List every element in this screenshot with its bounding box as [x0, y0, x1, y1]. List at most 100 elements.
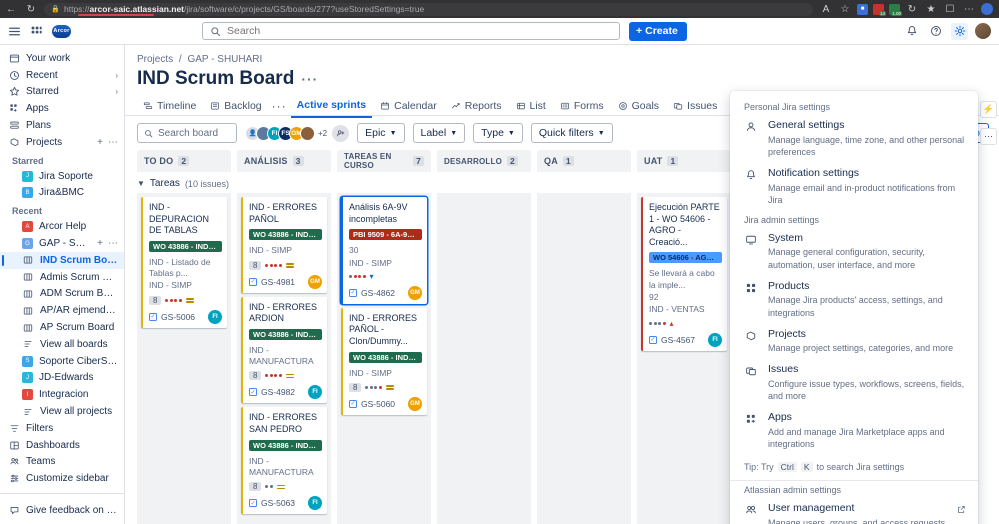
filter-epic-button[interactable]: Epic ▼	[357, 123, 405, 143]
menu-item-general-settings[interactable]: General settings Manage language, time z…	[730, 115, 978, 163]
browser-more-icon[interactable]: ⋯	[964, 3, 974, 15]
user-avatar[interactable]	[975, 23, 991, 39]
column-dropzone[interactable]	[437, 193, 531, 524]
sidebar-item-adm-scrum-board[interactable]: ADM Scrum Board	[0, 286, 124, 303]
issue-key[interactable]: GS-4567	[661, 334, 696, 345]
sidebar-item-your-work[interactable]: Your work	[0, 50, 124, 67]
tabs-overflow-icon[interactable]: ···	[271, 98, 287, 113]
column-dropzone[interactable]	[537, 193, 631, 524]
card-epic-tag[interactable]: WO 43886 - IND-GRW...	[349, 351, 422, 363]
tab-forms[interactable]: Forms	[554, 94, 610, 118]
issue-card[interactable]: IND - ERRORES SAN PEDRO WO 43886 - IND-G…	[241, 407, 327, 515]
issue-key[interactable]: GS-4982	[261, 387, 296, 398]
lightning-icon[interactable]: ⚡	[980, 101, 997, 118]
app-switcher-icon[interactable]	[30, 25, 43, 38]
sidebar-item-customize-sidebar[interactable]: Customize sidebar	[0, 470, 124, 487]
sidebar-item-admis-scrum-board[interactable]: Admis Scrum Board	[0, 269, 124, 286]
read-aloud-icon[interactable]: A	[822, 3, 830, 15]
tab-goals[interactable]: Goals	[612, 94, 665, 118]
menu-item-apps[interactable]: Apps Add and manage Jira Marketplace app…	[730, 407, 978, 455]
filter-type-button[interactable]: Type ▼	[473, 123, 523, 143]
issue-card[interactable]: Ejecución PARTE 1 - WO 54606 - AGRO - Cr…	[641, 197, 727, 351]
sidebar-project-jd-edwards[interactable]: J JD-Edwards	[0, 370, 124, 387]
more-icon[interactable]: ⋯	[980, 128, 997, 145]
tab-backlog[interactable]: Backlog	[204, 94, 267, 118]
tab-reports[interactable]: Reports	[445, 94, 508, 118]
column-dropzone[interactable]: Análisis 6A-9V incompletas PBI 9509 - 6A…	[337, 193, 431, 524]
assignee-avatar[interactable]: FI	[708, 332, 722, 347]
sidebar-item-dashboards[interactable]: Dashboards	[0, 437, 124, 454]
chevron-right-icon[interactable]: ›	[115, 70, 118, 80]
address-bar[interactable]: 🔒 https://arcor-saic.atlassian.net/jira/…	[44, 2, 813, 16]
chevron-right-icon[interactable]: ›	[115, 87, 118, 97]
sidebar-item-apar-scrum-board[interactable]: AP/AR ejmendoza y d...	[0, 302, 124, 319]
menu-item-notification-settings[interactable]: Notification settings Manage email and i…	[730, 163, 978, 211]
favorite-star-icon[interactable]: ☆	[840, 3, 850, 15]
tab-issues[interactable]: Issues	[667, 94, 723, 118]
sidebar-item-teams[interactable]: Teams	[0, 454, 124, 471]
sidebar-project-jira-bmc[interactable]: B Jira&BMC	[0, 185, 124, 202]
board-search-input[interactable]: Search board	[137, 123, 237, 143]
chevron-down-icon[interactable]: ▼	[137, 179, 145, 188]
global-search[interactable]	[202, 22, 620, 40]
swimlane-header[interactable]: ▼ Tareas (10 issues)	[125, 172, 999, 193]
gear-icon[interactable]	[951, 22, 968, 40]
menu-item-system[interactable]: System Manage general configuration, sec…	[730, 228, 978, 276]
projects-more-icon[interactable]: ⋯	[108, 136, 118, 148]
card-epic-tag[interactable]: PBI 9509 - 6A-9V INC...	[349, 229, 422, 241]
menu-item-products[interactable]: Products Manage Jira products' access, s…	[730, 276, 978, 324]
menu-item-issues[interactable]: Issues Configure issue types, workflows,…	[730, 359, 978, 407]
collections-icon[interactable]: ★	[926, 3, 936, 15]
issue-card[interactable]: Análisis 6A-9V incompletas PBI 9509 - 6A…	[341, 197, 427, 304]
card-epic-tag[interactable]: WO 43886 - IND-GRW...	[149, 240, 222, 252]
issue-card[interactable]: IND - DEPURACION DE TABLAS WO 43886 - IN…	[141, 197, 227, 328]
assignee-avatar[interactable]: FI	[308, 385, 322, 400]
history-icon[interactable]: ↻	[907, 3, 917, 15]
sidebar-item-apps[interactable]: Apps	[0, 100, 124, 117]
column-dropzone[interactable]: Ejecución PARTE 1 - WO 54606 - AGRO - Cr…	[637, 193, 731, 524]
issue-card[interactable]: IND - ERRORES PAÑOL - Clon/Dummy... WO 4…	[341, 307, 427, 415]
column-dropzone[interactable]: IND - ERRORES PAÑOL WO 43886 - IND-GRW..…	[237, 193, 331, 524]
sidebar-project-integracion[interactable]: I Integracion	[0, 386, 124, 403]
card-epic-tag[interactable]: WO 43886 - IND-GRW...	[249, 229, 322, 241]
bell-icon[interactable]	[903, 23, 920, 40]
tab-timeline[interactable]: Timeline	[137, 94, 202, 118]
issue-key[interactable]: GS-5060	[361, 398, 396, 409]
quick-filters-button[interactable]: Quick filters ▼	[530, 123, 613, 143]
search-input[interactable]	[227, 25, 612, 37]
card-epic-tag[interactable]: WO 43886 - IND-GRW...	[249, 328, 322, 340]
sidebar-project-gap-shuhari[interactable]: G GAP - SHUHARI + ⋯	[0, 235, 124, 252]
arcor-logo[interactable]: Arcor	[52, 24, 71, 38]
column-dropzone[interactable]: IND - DEPURACION DE TABLAS WO 43886 - IN…	[137, 193, 231, 524]
sidebar-project-arcor-help[interactable]: A Arcor Help	[0, 218, 124, 235]
extension-icon-1[interactable]: ■	[857, 3, 868, 15]
card-epic-tag[interactable]: WO 43886 - IND-GRW...	[249, 439, 322, 451]
card-epic-tag[interactable]: WO 54606 - AGRO - C...	[649, 252, 722, 264]
issue-key[interactable]: GS-4862	[361, 287, 396, 298]
extension-icon-2[interactable]: 14	[873, 3, 886, 16]
sidebar-item-starred[interactable]: Starred ›	[0, 84, 124, 101]
tab-calendar[interactable]: Calendar	[374, 94, 443, 118]
issue-card[interactable]: IND - ERRORES ARDION WO 43886 - IND-GRW.…	[241, 296, 327, 404]
sidebar-item-view-all-projects[interactable]: View all projects	[0, 403, 124, 420]
menu-item-projects[interactable]: Projects Manage project settings, catego…	[730, 324, 978, 360]
help-icon[interactable]	[927, 23, 944, 40]
reload-icon[interactable]: ↻	[26, 3, 36, 15]
sidebar-project-soporte-ciberseg[interactable]: S Soporte CiberSeg a Proy...	[0, 353, 124, 370]
back-arrow-icon[interactable]: ←	[6, 3, 16, 15]
hamburger-menu-icon[interactable]	[8, 25, 21, 38]
add-board-icon[interactable]: +	[97, 238, 103, 250]
browser-essentials-icon[interactable]: ☐	[945, 3, 955, 15]
sidebar-item-plans[interactable]: Plans	[0, 117, 124, 134]
sidebar-item-filters[interactable]: Filters	[0, 420, 124, 437]
extension-icon-3[interactable]: 1.00	[889, 3, 902, 16]
issue-key[interactable]: GS-4981	[261, 276, 296, 287]
issue-key[interactable]: GS-5006	[161, 311, 196, 322]
breadcrumb-project[interactable]: GAP - SHUHARI	[187, 54, 263, 65]
menu-item-user-management[interactable]: User management Manage users, groups, an…	[730, 498, 978, 524]
assignee-avatar[interactable]: GM	[308, 274, 322, 289]
sidebar-item-view-all-boards[interactable]: View all boards	[0, 336, 124, 353]
tab-active-sprints[interactable]: Active sprints	[290, 94, 373, 118]
sidebar-item-recent[interactable]: Recent ›	[0, 67, 124, 84]
breadcrumb-projects[interactable]: Projects	[137, 54, 174, 65]
